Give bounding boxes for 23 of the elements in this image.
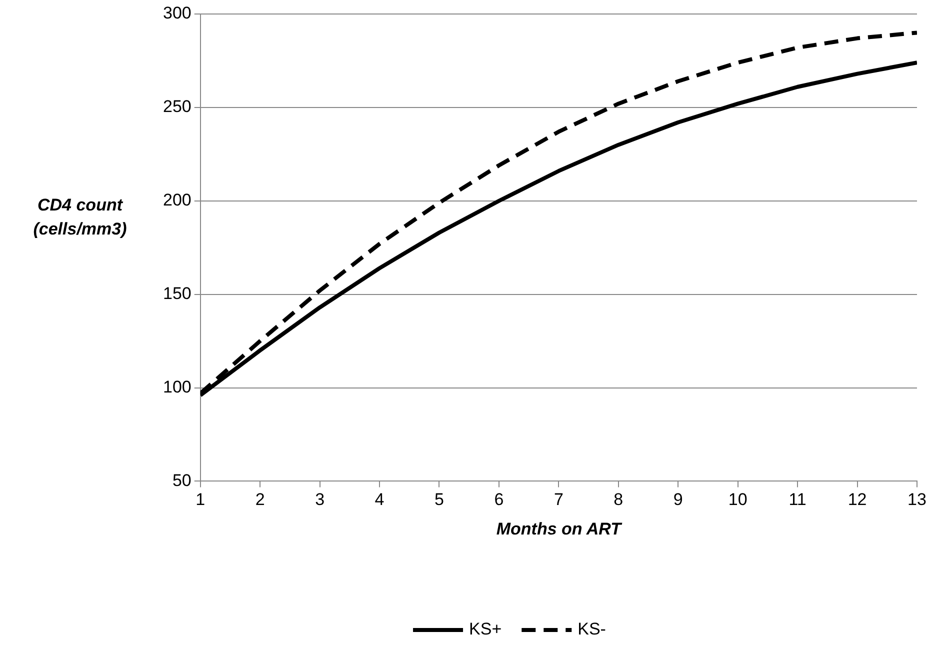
x-tick-label: 13 xyxy=(908,490,926,510)
x-tick-label: 4 xyxy=(374,490,384,510)
x-tick-label: 3 xyxy=(315,490,325,510)
x-tick-label: 8 xyxy=(614,490,624,510)
y-tick-label: 50 xyxy=(172,470,192,490)
y-tick-label: 150 xyxy=(162,284,192,304)
x-tick-label: 9 xyxy=(673,490,683,510)
x-tick-label: 6 xyxy=(494,490,504,510)
x-tick-label: 2 xyxy=(255,490,265,510)
y-tick-label: 200 xyxy=(162,190,192,210)
y-axis-title: CD4 count (cells/mm3) xyxy=(33,195,128,238)
x-tick-label: 11 xyxy=(788,490,806,510)
x-tick-label: 5 xyxy=(434,490,444,510)
y-tick-label: 100 xyxy=(162,377,192,396)
x-tick-label: 7 xyxy=(554,490,564,510)
x-tick-label: 10 xyxy=(728,490,748,510)
x-axis-title: Months on ART xyxy=(496,519,623,538)
x-tick-label: 1 xyxy=(196,490,206,510)
y-tick-label: 300 xyxy=(162,4,192,23)
y-tick-label: 250 xyxy=(162,97,192,116)
legend-label: KS+ xyxy=(469,620,502,639)
legend-label: KS- xyxy=(578,620,606,639)
x-tick-label: 12 xyxy=(848,490,867,510)
